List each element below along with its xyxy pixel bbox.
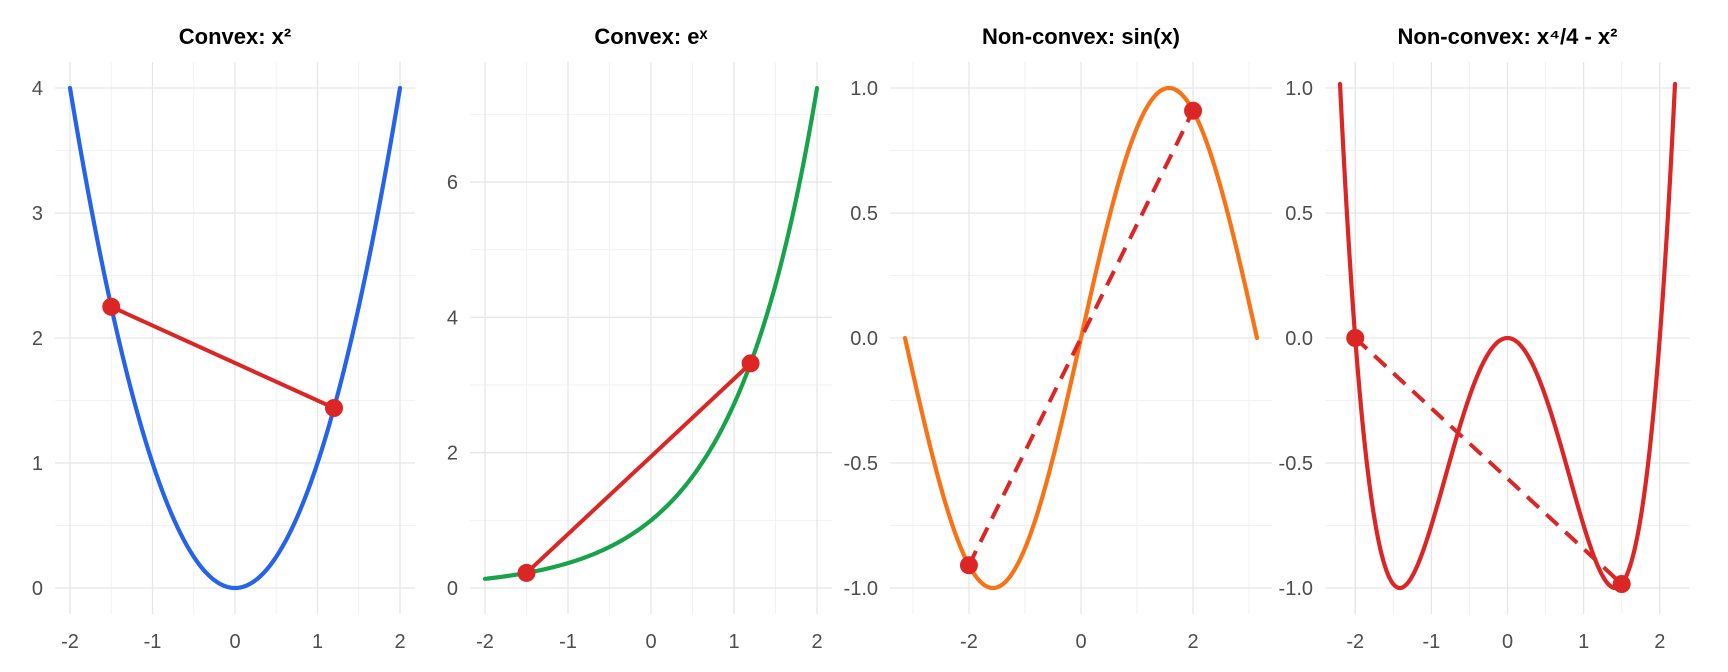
panel-title: Convex: x² [179, 24, 291, 49]
chord-endpoint [1184, 101, 1203, 120]
panel-2: -2 -1 0 1 2 0 2 4 6 Convex: eˣ [447, 24, 832, 653]
x-tick-label: 2 [1187, 631, 1198, 653]
panel-3: -2 0 2 -1.0 -0.5 0.0 0.5 1.0 Non-convex: sin(x) [844, 24, 1272, 653]
y-tick-label: 4 [447, 307, 458, 329]
y-tick-label: 0.0 [850, 328, 878, 350]
chord-line [1353, 336, 1624, 586]
x-tick-label: -2 [1346, 631, 1364, 653]
x-tick-label: 2 [1654, 631, 1665, 653]
x-tick-label: 1 [1578, 631, 1589, 653]
panel-1: -2 -1 0 1 2 0 1 2 3 4 Convex: x² [32, 24, 415, 653]
panel-title: Non-convex: sin(x) [982, 24, 1180, 49]
chord-endpoint [102, 297, 121, 316]
panel-4: -2 -1 0 1 2 -1.0 -0.5 0.0 0.5 1.0 Non-convex: x⁴/4… [1279, 24, 1690, 653]
x-tick-label: 2 [394, 631, 405, 653]
function-curve [902, 85, 1260, 591]
x-tick-label: 0 [645, 631, 656, 653]
x-tick-label: -1 [1422, 631, 1440, 653]
y-tick-label: 0.5 [1285, 203, 1313, 225]
y-tick-label: 2 [447, 443, 458, 465]
y-tick-label: -1.0 [1279, 578, 1313, 600]
y-tick-label: 0.0 [1285, 328, 1313, 350]
panel-title: Non-convex: x⁴/4 - x² [1398, 24, 1618, 49]
x-tick-label: -2 [61, 631, 79, 653]
chord-endpoint [325, 399, 343, 417]
chord-endpoint [959, 556, 978, 575]
y-tick-label: -0.5 [1279, 453, 1313, 475]
y-tick-label: 2 [32, 328, 43, 350]
y-tick-label: -1.0 [844, 578, 878, 600]
y-tick-label: 0.5 [850, 203, 878, 225]
y-tick-label: 3 [32, 203, 43, 225]
x-tick-label: -1 [559, 631, 577, 653]
function-curve [67, 85, 403, 591]
y-tick-label: 1 [32, 453, 43, 475]
y-tick-label: 0 [32, 578, 43, 600]
y-tick-label: 4 [32, 78, 43, 100]
y-tick-label: 1.0 [1285, 78, 1313, 100]
x-tick-label: 2 [811, 631, 822, 653]
x-tick-label: 1 [728, 631, 739, 653]
x-tick-label: 0 [1502, 631, 1513, 653]
x-tick-label: 1 [312, 631, 323, 653]
chord-endpoint [1612, 575, 1631, 593]
x-tick-label: -2 [960, 631, 978, 653]
x-tick-label: -1 [144, 631, 162, 653]
y-tick-label: 6 [447, 172, 458, 194]
y-tick-label: 1.0 [850, 78, 878, 100]
y-tick-label: -0.5 [844, 453, 878, 475]
chord-line [967, 109, 1195, 567]
x-tick-label: 0 [1075, 631, 1086, 653]
chord-endpoint [517, 563, 536, 582]
chord-endpoint [741, 354, 760, 373]
chord-line [110, 304, 335, 410]
y-tick-label: 0 [447, 578, 458, 600]
panel-title: Convex: eˣ [594, 24, 708, 49]
x-tick-label: -2 [476, 631, 494, 653]
x-tick-label: 0 [229, 631, 240, 653]
chord-endpoint [1346, 329, 1365, 347]
chord-line [525, 361, 752, 575]
function-curve [482, 85, 820, 581]
